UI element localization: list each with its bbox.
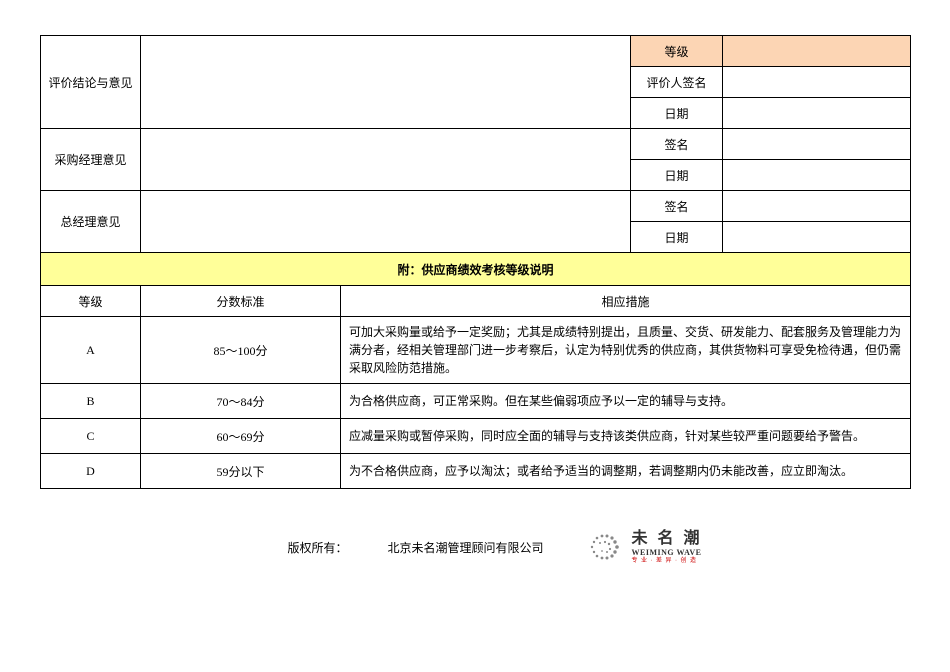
footer: 版权所有： 北京未名潮管理顾问有限公司 未 名 潮 WEIMING WAVE 专… xyxy=(40,529,910,565)
measure-header: 相应措施 xyxy=(341,286,911,317)
gm-sign-label: 签名 xyxy=(631,191,723,222)
date-label-3: 日期 xyxy=(631,222,723,253)
measure-b: 为合格供应商，可正常采购。但在某些偏弱项应予以一定的辅导与支持。 xyxy=(341,384,911,419)
grade-b: B xyxy=(41,384,141,419)
grade-label: 等级 xyxy=(631,36,723,67)
measure-d: 为不合格供应商，应予以淘汰；或者给予适当的调整期，若调整期内仍未能改善，应立即淘… xyxy=(341,454,911,489)
company-name: 北京未名潮管理顾问有限公司 xyxy=(387,539,543,556)
pm-opinion-content xyxy=(141,129,631,191)
grade-d: D xyxy=(41,454,141,489)
conclusion-label: 评价结论与意见 xyxy=(41,36,141,129)
score-b: 70～84分 xyxy=(141,384,341,419)
conclusion-content xyxy=(141,36,631,129)
pm-opinion-label: 采购经理意见 xyxy=(41,129,141,191)
score-d: 59分以下 xyxy=(141,454,341,489)
grade-c: C xyxy=(41,419,141,454)
evaluator-sign-label: 评价人签名 xyxy=(631,67,723,98)
gm-opinion-label: 总经理意见 xyxy=(41,191,141,253)
score-a: 85～100分 xyxy=(141,317,341,384)
copyright-label: 版权所有： xyxy=(287,539,347,556)
date-label-2: 日期 xyxy=(631,160,723,191)
approval-table: 评价结论与意见 等级 评价人签名 日期 采购经理意见 签名 日期 总经理意见 签… xyxy=(40,35,911,286)
pm-sign-label: 签名 xyxy=(631,129,723,160)
pm-sign-value xyxy=(723,129,911,160)
score-header: 分数标准 xyxy=(141,286,341,317)
date-value-2 xyxy=(723,160,911,191)
grading-table: 等级 分数标准 相应措施 A 85～100分 可加大采购量或给予一定奖励；尤其是… xyxy=(40,286,911,489)
score-c: 60～69分 xyxy=(141,419,341,454)
company-logo: 未 名 潮 WEIMING WAVE 专 业 · 差 异 · 创 造 xyxy=(584,529,703,565)
gm-opinion-content xyxy=(141,191,631,253)
date-label-1: 日期 xyxy=(631,98,723,129)
grade-header: 等级 xyxy=(41,286,141,317)
logo-en-text: WEIMING WAVE xyxy=(632,548,703,558)
grade-a: A xyxy=(41,317,141,384)
measure-c: 应减量采购或暂停采购，同时应全面的辅导与支持该类供应商，针对某些较严重问题要给予… xyxy=(341,419,911,454)
date-value-3 xyxy=(723,222,911,253)
measure-a: 可加大采购量或给予一定奖励；尤其是成绩特别提出，且质量、交货、研发能力、配套服务… xyxy=(341,317,911,384)
evaluator-sign-value xyxy=(723,67,911,98)
logo-sub-text: 专 业 · 差 异 · 创 造 xyxy=(632,558,703,565)
grading-section-title: 附：供应商绩效考核等级说明 xyxy=(41,253,911,286)
grade-value xyxy=(723,36,911,67)
logo-cn-text: 未 名 潮 xyxy=(632,529,703,548)
date-value-1 xyxy=(723,98,911,129)
gm-sign-value xyxy=(723,191,911,222)
swirl-icon xyxy=(584,529,624,565)
